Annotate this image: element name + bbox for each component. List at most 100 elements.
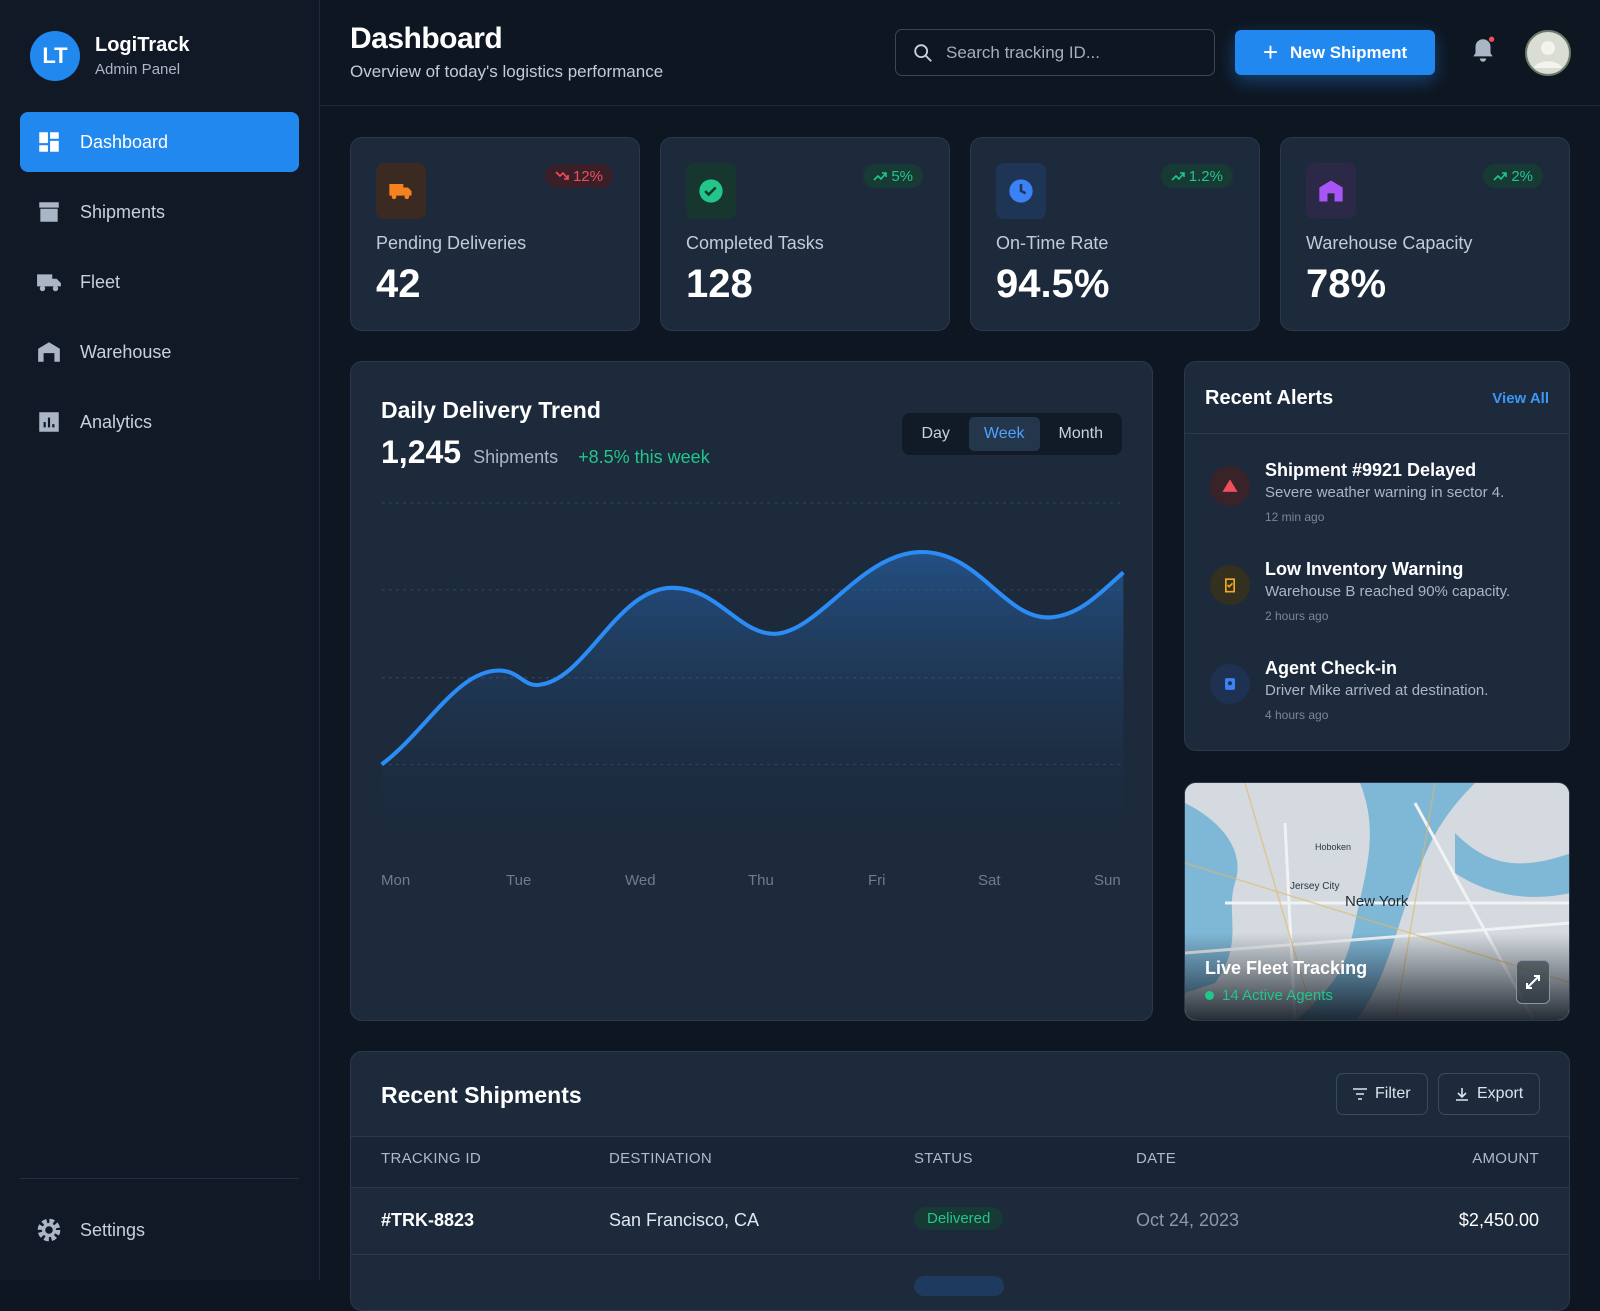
nav-item[interactable]: Warehouse: [20, 322, 299, 382]
day-label: Thu: [748, 872, 774, 889]
icon: [39, 132, 59, 152]
shipments-card: Recent Shipments Filter Export TRACKING …: [350, 1051, 1570, 1311]
alert-icon: [1210, 466, 1250, 506]
expand-button[interactable]: [1516, 960, 1550, 1004]
stat-icon: [996, 163, 1046, 219]
map-title: Live Fleet Tracking: [1205, 958, 1368, 978]
logo: LT: [30, 31, 80, 81]
day-label: Sat: [978, 872, 1001, 889]
trend-summary: 1,245 Shipments +8.5% this week: [381, 434, 710, 471]
map-place: Hoboken: [1315, 842, 1352, 852]
trend-icon: [873, 172, 888, 181]
change-value: 12%: [572, 167, 603, 185]
filter-button[interactable]: Filter: [1336, 1073, 1428, 1115]
nav-item[interactable]: Dashboard: [20, 112, 299, 172]
map-place: Jersey City: [1290, 881, 1340, 892]
nav-label: Fleet: [80, 271, 121, 292]
agents-count: 14 Active Agents: [1222, 987, 1333, 1004]
agents-status: 14 Active Agents: [1205, 987, 1333, 1004]
new-shipment-button[interactable]: + New Shipment: [1235, 30, 1435, 75]
divider: [1185, 433, 1569, 434]
icon: [1225, 578, 1235, 593]
nav-item[interactable]: Analytics: [20, 392, 299, 452]
stat-card: 12% Pending Deliveries 42: [350, 137, 640, 331]
column-header: AMOUNT: [1472, 1150, 1539, 1167]
icon: [39, 412, 59, 432]
trend-icon: [1171, 172, 1185, 181]
alerts-card: Recent Alerts View All Shipment #9921 De…: [1184, 361, 1570, 751]
stat-icon: [1306, 163, 1356, 219]
alert-item: Low Inventory Warning Warehouse B reached…: [1210, 559, 1550, 629]
icon: [389, 184, 412, 200]
export-button[interactable]: Export: [1438, 1073, 1541, 1115]
alert-time: 4 hours ago: [1265, 708, 1329, 722]
stat-change: 5%: [863, 164, 923, 188]
icon: [1222, 479, 1238, 492]
change-value: 5%: [891, 167, 913, 185]
nav-label: Settings: [80, 1219, 146, 1240]
total: 1,245: [381, 434, 462, 470]
trend-icon: [1493, 172, 1508, 181]
alert-text: Warehouse B reached 90% capacity.: [1265, 583, 1511, 600]
nav-label: Analytics: [80, 411, 153, 432]
nav-item[interactable]: Fleet: [20, 252, 299, 312]
column-header: DESTINATION: [609, 1150, 713, 1167]
stat-change: 12%: [544, 164, 613, 188]
page-subtitle: Overview of today's logistics performanc…: [350, 62, 664, 81]
day-label: Sun: [1094, 872, 1121, 889]
status-dot: [1205, 991, 1214, 1000]
day-label: Mon: [381, 872, 411, 889]
stat-value: 78%: [1306, 262, 1387, 306]
sidebar: LT LogiTrack Admin Panel Dashboard Shipm…: [0, 0, 320, 1280]
range-option[interactable]: Day: [921, 425, 950, 442]
alert-time: 2 hours ago: [1265, 609, 1329, 623]
icon: [1456, 1088, 1468, 1101]
card-title: Recent Shipments: [381, 1082, 582, 1108]
icon: [39, 202, 59, 222]
alert-title: Low Inventory Warning: [1265, 559, 1464, 579]
trend-chart: [380, 502, 1125, 853]
trend-area: [381, 551, 1124, 853]
status-badge: [914, 1276, 1004, 1296]
icon: [37, 274, 61, 292]
brand-name: LogiTrack: [95, 34, 190, 56]
day-label: Tue: [506, 872, 532, 889]
nav-item[interactable]: Settings: [20, 1200, 299, 1260]
table-header: [351, 1136, 1569, 1188]
stat-label: On-Time Rate: [996, 233, 1109, 253]
page-title: Dashboard: [350, 22, 503, 55]
button-label: Filter: [1375, 1085, 1411, 1102]
alert-time: 12 min ago: [1265, 510, 1325, 524]
alert-text: Driver Mike arrived at destination.: [1265, 682, 1489, 699]
stat-card: 2% Warehouse Capacity 78%: [1280, 137, 1570, 331]
alert-icon: [1210, 664, 1250, 704]
stat-card: 1.2% On-Time Rate 94.5%: [970, 137, 1260, 331]
icon: [38, 342, 60, 362]
notification-bell[interactable]: [1470, 36, 1496, 66]
amount: $2,450.00: [1458, 1210, 1539, 1230]
stat-label: Pending Deliveries: [376, 233, 527, 253]
range-toggle: Day Week Month: [902, 413, 1122, 455]
button-label: New Shipment: [1290, 42, 1408, 62]
nav-label: Warehouse: [80, 341, 172, 362]
stat-icon: [686, 163, 736, 219]
icon: [1353, 1088, 1367, 1100]
stat-icon: [376, 163, 426, 219]
status-badge: Delivered: [914, 1207, 1004, 1230]
search-box[interactable]: Search tracking ID...: [895, 29, 1215, 76]
icon: [1225, 678, 1235, 690]
alert-title: Agent Check-in: [1265, 658, 1398, 678]
range-option[interactable]: Week: [968, 417, 1040, 451]
icon: [37, 1218, 61, 1242]
avatar[interactable]: [1525, 30, 1571, 76]
trend-card: Daily Delivery Trend 1,245 Shipments +8.…: [350, 361, 1153, 1021]
nav-item[interactable]: Shipments: [20, 182, 299, 242]
column-header: TRACKING ID: [381, 1150, 481, 1167]
map-card: New York Jersey City Hoboken Live Fleet …: [1184, 782, 1570, 1021]
icon: [914, 43, 932, 62]
alert-text: Severe weather warning in sector 4.: [1265, 484, 1505, 501]
change-value: 1.2%: [1188, 167, 1223, 185]
view-all-link[interactable]: View All: [1492, 390, 1549, 407]
range-option[interactable]: Month: [1058, 425, 1103, 442]
day-label: Fri: [868, 872, 886, 889]
